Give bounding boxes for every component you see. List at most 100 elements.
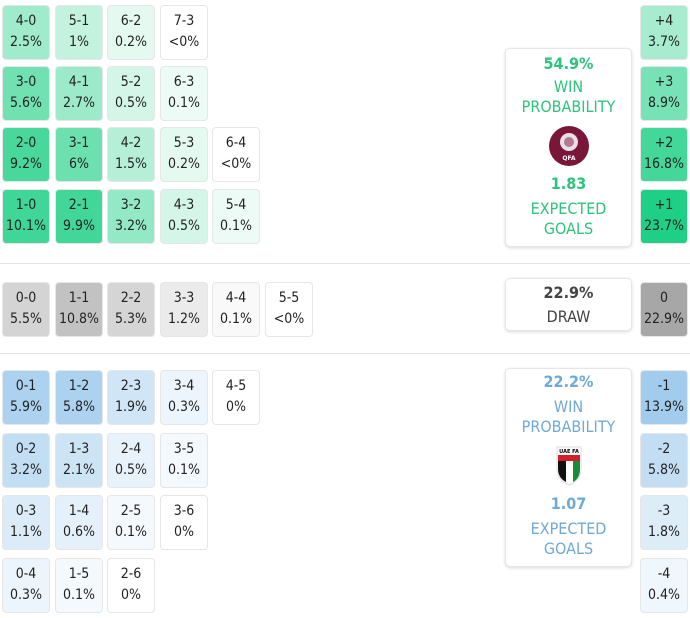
scoreline-cell-label: 5-2 bbox=[120, 74, 142, 90]
scoreline-cell: 3-0 5.6% bbox=[2, 66, 50, 121]
scoreline-cell-label: 1-0 bbox=[15, 197, 37, 213]
uae-fa-crest-icon: UAE FA bbox=[554, 445, 584, 487]
goal-margin-cell-probability: 16.8% bbox=[643, 156, 684, 172]
goal-margin-cell-label: +3 bbox=[654, 74, 674, 90]
scoreline-cell-probability: 3.2% bbox=[115, 218, 147, 234]
scoreline-cell: 2-2 5.3% bbox=[107, 282, 155, 337]
scoreline-cell-label: 6-2 bbox=[120, 13, 142, 29]
scoreline-cell-probability: 0.5% bbox=[168, 218, 200, 234]
scoreline-cell: 0-4 0.3% bbox=[2, 558, 50, 613]
scoreline-cell-label: 2-3 bbox=[120, 378, 142, 394]
scoreline-cell-label: 2-2 bbox=[120, 290, 142, 306]
scoreline-cell-label: 3-2 bbox=[120, 197, 142, 213]
scoreline-cell: 6-2 0.2% bbox=[107, 5, 155, 60]
scoreline-cell-probability: 10.1% bbox=[5, 218, 46, 234]
scoreline-cell-probability: 0% bbox=[121, 587, 141, 603]
scoreline-cell-label: 3-4 bbox=[173, 378, 195, 394]
scoreline-cell: 7-3 <0% bbox=[160, 5, 208, 60]
scoreline-cell: 2-4 0.5% bbox=[107, 433, 155, 488]
scoreline-cell-label: 2-4 bbox=[120, 441, 142, 457]
scoreline-cell-label: 0-1 bbox=[15, 378, 37, 394]
scoreline-cell-label: 3-5 bbox=[173, 441, 195, 457]
scoreline-cell-label: 6-3 bbox=[173, 74, 195, 90]
goal-margin-cell-label: -1 bbox=[657, 378, 671, 394]
draw-label: DRAW bbox=[546, 307, 591, 326]
scoreline-cell: 4-4 0.1% bbox=[212, 282, 260, 337]
scoreline-cell-probability: 5.3% bbox=[115, 311, 147, 327]
scoreline-cell-label: 3-3 bbox=[173, 290, 195, 306]
goal-margin-cell-label: +1 bbox=[654, 197, 674, 213]
scoreline-cell-label: 1-2 bbox=[68, 378, 90, 394]
scoreline-cell-probability: 1.2% bbox=[168, 311, 200, 327]
scoreline-cell-label: 4-5 bbox=[225, 378, 247, 394]
scoreline-cell: 3-5 0.1% bbox=[160, 433, 208, 488]
scoreline-cell-probability: 0.1% bbox=[220, 218, 252, 234]
goal-margin-cell: +4 3.7% bbox=[640, 5, 688, 60]
scoreline-cell-label: 5-1 bbox=[68, 13, 90, 29]
home-expected-goals: 1.83 bbox=[550, 174, 587, 193]
goal-margin-cell: -4 0.4% bbox=[640, 558, 688, 613]
goal-margin-cell-label: -2 bbox=[657, 441, 671, 457]
scoreline-cell-probability: 1.1% bbox=[10, 524, 42, 540]
scoreline-cell: 4-3 0.5% bbox=[160, 189, 208, 244]
divider bbox=[0, 353, 690, 354]
scoreline-cell: 1-2 5.8% bbox=[55, 370, 103, 425]
home-xg-label: EXPECTED GOALS bbox=[530, 199, 607, 238]
scoreline-cell-label: 1-3 bbox=[68, 441, 90, 457]
goal-margin-cell: +3 8.9% bbox=[640, 66, 688, 121]
goal-margin-cell-label: 0 bbox=[659, 290, 668, 306]
scoreline-cell-probability: 2.1% bbox=[63, 462, 95, 478]
goal-margin-cell-probability: 5.8% bbox=[648, 462, 680, 478]
goal-margin-cell-probability: 22.9% bbox=[643, 311, 684, 327]
scoreline-cell-label: 0-4 bbox=[15, 566, 37, 582]
scoreline-cell-probability: 0.1% bbox=[168, 462, 200, 478]
goal-margin-cell-probability: 3.7% bbox=[648, 34, 680, 50]
home-win-label: WIN PROBABILITY bbox=[521, 77, 616, 116]
away-win-probability: 22.2% bbox=[543, 372, 594, 391]
goal-margin-cell: -3 1.8% bbox=[640, 495, 688, 550]
scoreline-cell: 2-6 0% bbox=[107, 558, 155, 613]
scoreline-cell-probability: 5.9% bbox=[10, 399, 42, 415]
scoreline-cell-label: 2-1 bbox=[68, 197, 90, 213]
goal-margin-cell-probability: 1.8% bbox=[648, 524, 680, 540]
draw-summary-card: 22.9% DRAW bbox=[505, 278, 632, 331]
goal-margin-cell-label: -3 bbox=[657, 503, 671, 519]
scoreline-cell-label: 5-4 bbox=[225, 197, 247, 213]
scoreline-cell: 3-1 6% bbox=[55, 127, 103, 182]
scoreline-cell-probability: 5.5% bbox=[10, 311, 42, 327]
scoreline-cell: 6-3 0.1% bbox=[160, 66, 208, 121]
scoreline-cell-label: 4-0 bbox=[15, 13, 37, 29]
home-win-probability: 54.9% bbox=[543, 54, 594, 73]
scoreline-cell-label: 5-3 bbox=[173, 135, 195, 151]
scoreline-cell: 4-0 2.5% bbox=[2, 5, 50, 60]
scoreline-cell-probability: 0.3% bbox=[168, 399, 200, 415]
goal-margin-cell-label: +2 bbox=[654, 135, 674, 151]
scoreline-cell-probability: 0.1% bbox=[63, 587, 95, 603]
scoreline-cell-probability: 5.8% bbox=[63, 399, 95, 415]
scoreline-cell-label: 2-0 bbox=[15, 135, 37, 151]
qatar-fa-crest-icon: QFA bbox=[548, 125, 590, 167]
scoreline-cell-probability: 1.9% bbox=[115, 399, 147, 415]
svg-text:QFA: QFA bbox=[562, 155, 576, 162]
scoreline-cell: 0-3 1.1% bbox=[2, 495, 50, 550]
scoreline-cell-label: 1-4 bbox=[68, 503, 90, 519]
away-win-label: WIN PROBABILITY bbox=[521, 397, 616, 436]
scoreline-cell: 5-1 1% bbox=[55, 5, 103, 60]
goal-margin-cell-probability: 23.7% bbox=[643, 218, 684, 234]
scoreline-cell: 4-5 0% bbox=[212, 370, 260, 425]
scoreline-cell-probability: 9.9% bbox=[63, 218, 95, 234]
goal-margin-cell: 0 22.9% bbox=[640, 282, 688, 337]
goal-margin-cell-label: +4 bbox=[654, 13, 674, 29]
scoreline-cell-label: 0-0 bbox=[15, 290, 37, 306]
scoreline-cell: 0-2 3.2% bbox=[2, 433, 50, 488]
scoreline-cell-probability: 0.2% bbox=[115, 34, 147, 50]
scoreline-cell-probability: 0.6% bbox=[63, 524, 95, 540]
scoreline-cell-label: 0-3 bbox=[15, 503, 37, 519]
scoreline-cell-probability: 0.1% bbox=[168, 95, 200, 111]
scoreline-cell: 1-5 0.1% bbox=[55, 558, 103, 613]
scoreline-cell: 2-5 0.1% bbox=[107, 495, 155, 550]
goal-margin-cell-probability: 13.9% bbox=[643, 399, 684, 415]
scoreline-cell: 3-6 0% bbox=[160, 495, 208, 550]
scoreline-cell: 5-3 0.2% bbox=[160, 127, 208, 182]
scoreline-cell-probability: 0% bbox=[226, 399, 246, 415]
